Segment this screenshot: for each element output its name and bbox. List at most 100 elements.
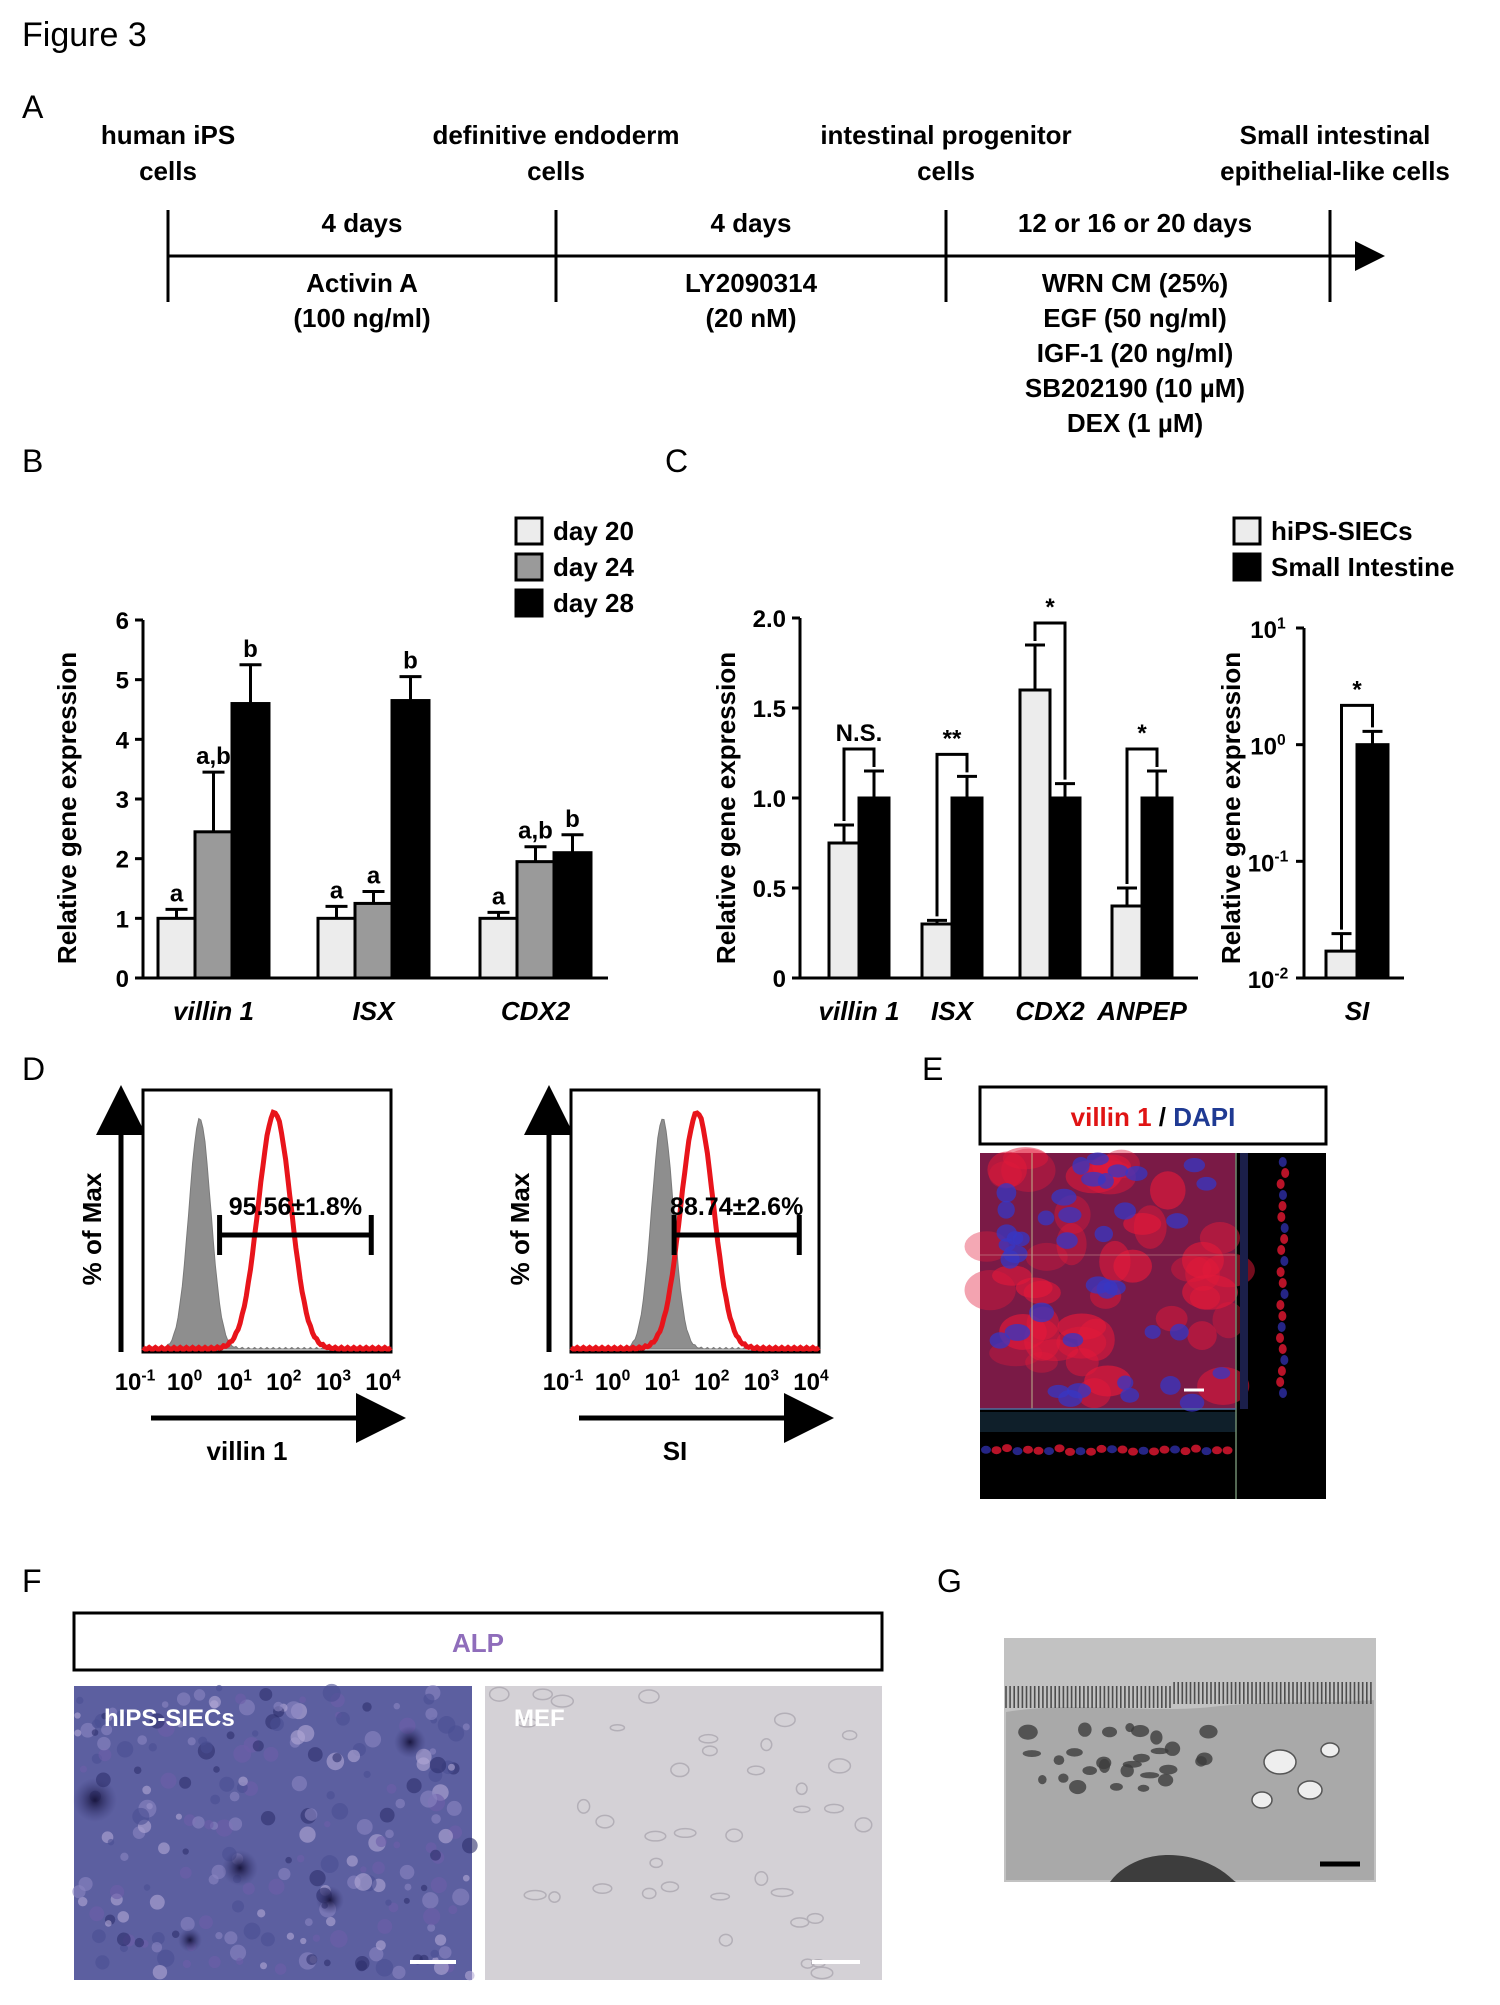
alp-speckle [152,1964,168,1980]
mef-cell [548,1891,561,1903]
alp-speckle [98,1748,112,1762]
alp-speckle [119,1944,128,1953]
alp-speckle [151,1932,165,1945]
alp-speckle [80,1722,96,1738]
alp-speckle [74,1729,82,1737]
alp-speckle [229,1944,247,1961]
b-letter-label: a [330,877,344,904]
b-bar [515,860,556,980]
panel-c-chart: 0 0.5 1.0 1.5 2.0 N.S. villin 1 ** ISX * CDX2 * ANPE… [753,516,1455,1026]
alp-speckle [386,1783,397,1794]
alp-speckle [356,1819,373,1835]
alp-speckle [446,1800,462,1816]
alp-speckle [233,1744,252,1763]
alp-speckle [372,1861,385,1875]
alp-speckle [375,1835,387,1848]
alp-speckle [143,1884,151,1891]
c-significance-bracket [1033,621,1067,780]
em-granule [1164,1741,1181,1756]
mef-cell [770,1887,794,1898]
mef-cell [523,1889,547,1901]
c-significance-label: ** [943,725,962,752]
em-granule [1058,1773,1069,1783]
dapi-nucleus [1085,1276,1111,1294]
alp-speckle [430,1949,439,1959]
panel-label-d: D [22,1051,45,1087]
alp-speckle [142,1785,152,1795]
xz-signal [1086,1447,1096,1456]
dapi-nucleus [989,1332,1011,1349]
condition-3-line-2: EGF (50 ng/ml) [1043,303,1226,333]
d-stained-histogram [141,1109,393,1352]
em-granule [1069,1779,1087,1795]
mef-cell [649,1857,664,1869]
yz-signal [1277,1212,1286,1222]
dapi-nucleus [997,1200,1015,1219]
alp-speckle [260,1932,275,1947]
mef-cell [644,1830,667,1842]
panel-g: G [937,1563,1376,1882]
alp-speckle [447,1763,455,1771]
c-significance-bracket [935,752,969,917]
alp-speckle [388,1902,399,1913]
dapi-nucleus [1120,1387,1140,1403]
alp-speckle [330,1930,348,1948]
stage-3-line-2: cells [917,156,975,186]
em-granule [1199,1724,1218,1739]
villin-signal [1099,1240,1131,1283]
d-xtick-label: 100 [595,1367,631,1396]
figure-title: Figure 3 [22,16,147,54]
mef-cell [790,1917,810,1928]
c-ytick-label: 0.5 [753,876,786,903]
si-ytick-label: 10-1 [1248,849,1289,878]
xz-signal [991,1446,1002,1455]
villin-signal [987,1151,1027,1188]
xz-signal [1054,1444,1065,1453]
c-bar [1018,688,1052,980]
villin-signal [1187,1321,1217,1351]
alp-speckle [393,1841,401,1849]
em-granule [1096,1756,1112,1770]
b-letter-label: b [243,636,258,663]
xz-signal [1212,1446,1222,1455]
em-nucleus-edge [1110,1854,1236,1882]
c-bar [1110,904,1144,980]
dapi-nucleus [1183,1158,1206,1173]
si-ytick-label: 100 [1250,732,1286,761]
yz-signal [1276,1333,1285,1343]
xz-signal [1128,1447,1138,1456]
yz-signal [1278,1157,1287,1167]
alp-speckle [182,1848,189,1855]
mef-cell [638,1689,660,1704]
c-significance-label: * [1137,720,1147,747]
alp-speckle [89,1906,105,1922]
em-granule [1140,1772,1160,1779]
dapi-nucleus [1051,1188,1077,1206]
dapi-nucleus [1170,1323,1189,1341]
dapi-nucleus [1094,1225,1113,1243]
em-granule [1053,1755,1065,1766]
villin-signal [988,1161,1022,1189]
panel-label-f: F [22,1563,42,1599]
xz-signal [1023,1445,1033,1454]
mef-cell [827,1758,852,1774]
mef-cell [592,1883,613,1894]
dapi-stain-label: DAPI [1173,1102,1235,1132]
alp-speckle [300,1937,307,1945]
alp-speckle [187,1737,196,1746]
alp-speckle [452,1888,470,1906]
alp-speckle [385,1899,392,1906]
alp-speckle [210,1794,221,1805]
stage-4-line-2: epithelial-like cells [1220,156,1450,186]
condition-1-line-1: Activin A [306,268,418,298]
villin-stain-label: villin 1 [1071,1102,1152,1132]
d-ylabel: % of Max [505,1172,535,1285]
alp-speckle [204,1819,214,1830]
alp-speckle [92,1929,106,1944]
alp-stain-hips-siecs-image [72,1683,478,1981]
d-gate-percent: 95.56±1.8% [229,1193,362,1221]
alp-speckle [101,1712,108,1720]
xz-signal [1159,1445,1170,1454]
alp-speckle [375,1940,386,1951]
